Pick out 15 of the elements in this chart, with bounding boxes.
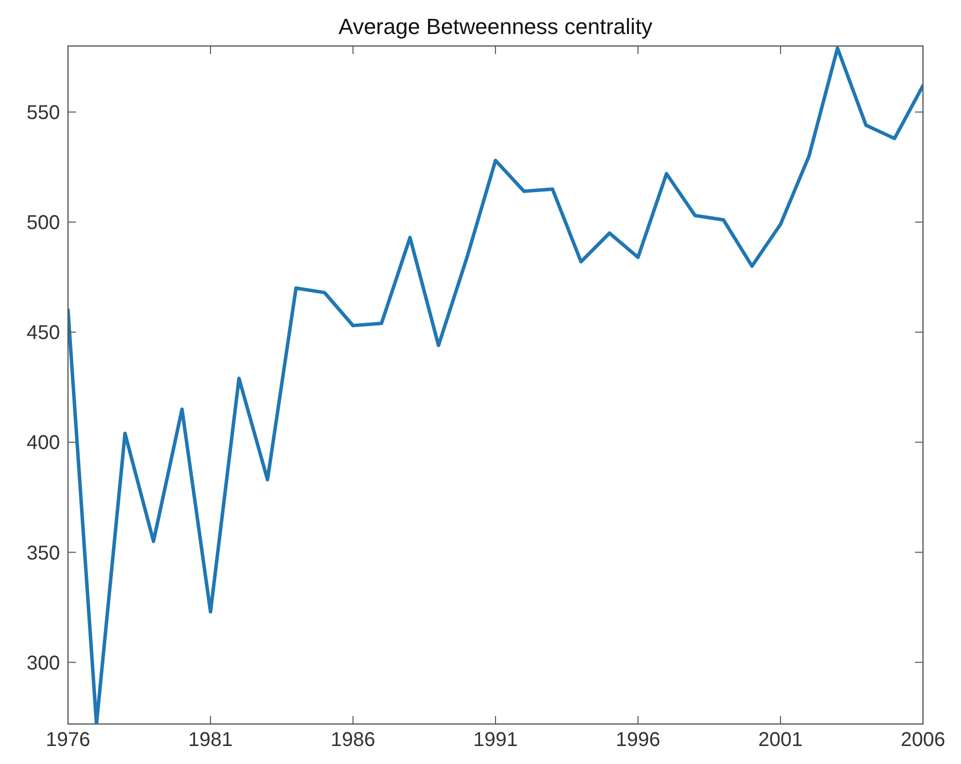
x-tick-label: 1981 [188,729,233,751]
x-tick-label: 1976 [46,729,90,751]
x-tick-label: 1996 [616,729,660,751]
x-tick-label: 2001 [758,729,803,751]
x-tick-label: 1991 [473,729,518,751]
y-tick-label: 550 [26,102,60,124]
chart-title: Average Betweenness centrality [338,14,652,39]
x-tick-label: 2006 [900,729,946,751]
y-tick-label: 300 [26,652,60,674]
y-tick-label: 500 [26,212,60,234]
y-tick-label: 350 [26,542,60,564]
y-tick-label: 400 [26,432,60,454]
line-series [68,46,923,724]
y-tick-label: 450 [26,322,60,344]
x-tick-label: 1986 [330,729,376,751]
